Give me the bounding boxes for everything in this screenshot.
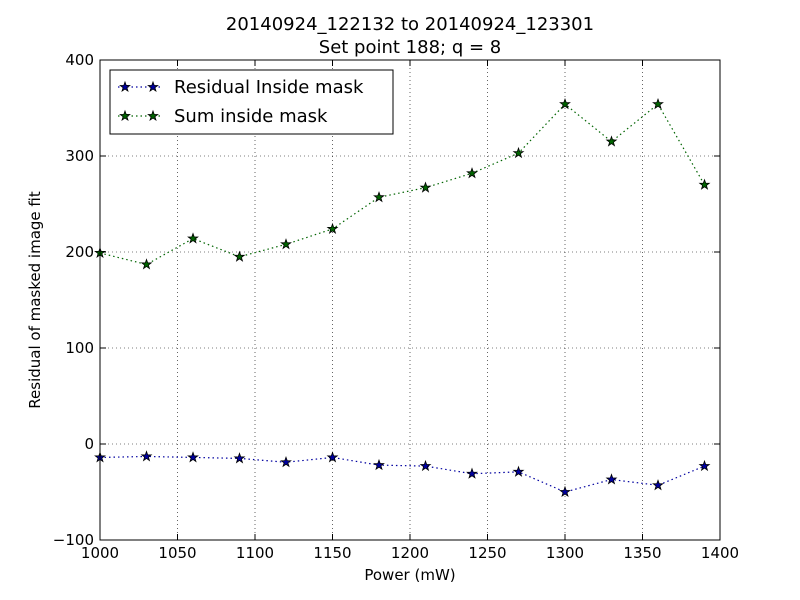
data-point — [233, 250, 246, 262]
y-tick-label: 400 — [65, 51, 94, 69]
data-point — [419, 459, 432, 472]
x-tick-label: 1200 — [391, 544, 429, 562]
legend-marker — [147, 109, 159, 122]
data-point — [466, 167, 478, 179]
x-tick-label: 1350 — [623, 544, 661, 562]
y-tick-label: 0 — [84, 435, 94, 453]
tick-labels: 1000 1050 1100 1150 1200 1250 1300 1350 1400−100… — [53, 51, 739, 562]
data-point — [559, 485, 571, 498]
data-point — [652, 479, 664, 491]
x-tick-label: 1000 — [81, 544, 119, 562]
data-point — [512, 146, 525, 159]
data-point — [419, 181, 432, 193]
x-tick-label: 1150 — [313, 544, 351, 562]
data-point — [140, 258, 153, 270]
chart-title-line2: Set point 188; q = 8 — [319, 37, 501, 58]
y-tick-label: 200 — [65, 243, 94, 261]
data-point — [373, 458, 385, 471]
data-point — [187, 451, 199, 463]
data-point — [326, 222, 339, 234]
x-tick-label: 1400 — [701, 544, 739, 562]
data-point — [373, 191, 385, 203]
chart-title-line1: 20140924_122132 to 20140924_123301 — [226, 14, 594, 35]
data-point — [280, 238, 292, 250]
plot-frame — [99, 59, 721, 541]
x-tick-label: 1250 — [468, 544, 506, 562]
data-point — [140, 450, 153, 462]
grid-lines — [100, 60, 720, 540]
data-point — [698, 178, 711, 190]
x-tick-label: 1050 — [158, 544, 196, 562]
y-tick-label: 300 — [65, 147, 94, 165]
y-axis-label: Residual of masked image fit — [26, 191, 44, 409]
data-point — [559, 97, 571, 110]
legend-box — [109, 69, 394, 135]
data-point — [466, 467, 478, 479]
x-tick-label: 1300 — [546, 544, 584, 562]
legend-marker — [119, 80, 131, 93]
data-point — [698, 459, 711, 472]
data-point — [326, 451, 339, 463]
legend-label-residual: Residual Inside mask — [174, 77, 364, 98]
legend-marker — [119, 109, 131, 122]
legend-label-sum: Sum inside mask — [174, 106, 328, 127]
data-point — [187, 232, 199, 244]
legend: Residual Inside mask Sum inside mask — [109, 69, 394, 135]
data-point — [605, 473, 618, 485]
y-tick-label: 100 — [65, 339, 94, 357]
x-axis-label: Power (mW) — [364, 566, 455, 584]
data-point — [605, 135, 618, 147]
data-point — [652, 97, 664, 110]
series-line — [99, 103, 706, 266]
data-point — [233, 452, 246, 464]
x-tick-label: 1100 — [236, 544, 274, 562]
data-point — [280, 456, 292, 468]
y-tick-label: −100 — [53, 531, 94, 549]
data-point — [512, 465, 525, 477]
legend-marker — [147, 80, 159, 93]
